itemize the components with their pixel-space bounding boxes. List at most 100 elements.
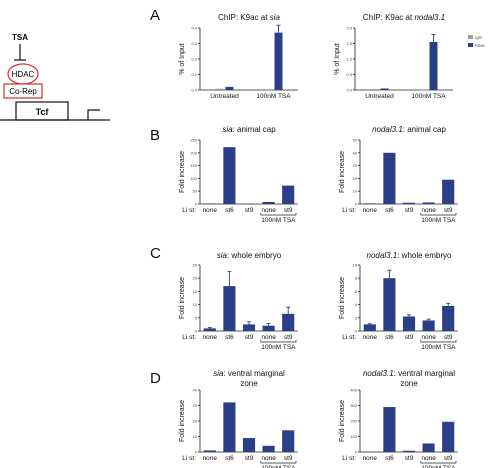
group-label: Untreated bbox=[210, 93, 239, 100]
bar-st9 bbox=[242, 324, 256, 331]
x-prefix-label: Li st: bbox=[342, 334, 356, 341]
category-label: st6 bbox=[225, 455, 234, 462]
tsa-bracket bbox=[260, 340, 297, 343]
category-label: st6 bbox=[385, 455, 394, 462]
category-label: st9 bbox=[444, 207, 453, 214]
bar-st6 bbox=[383, 278, 396, 331]
corep-box bbox=[3, 83, 43, 99]
bar-none bbox=[363, 203, 376, 204]
title-gene: nodal3.1 bbox=[367, 251, 398, 260]
tsa-bracket-label: 100nM TSA bbox=[261, 217, 296, 224]
category-label: st9 bbox=[245, 455, 254, 462]
title-prefix: ChIP: K9ac at bbox=[363, 13, 415, 22]
y-axis-label: Fold increase bbox=[179, 277, 186, 319]
bar-st9 bbox=[282, 185, 295, 204]
y-tick-label: 40 bbox=[353, 150, 358, 155]
y-tick-label: 15 bbox=[193, 289, 198, 294]
tsa-bracket bbox=[420, 213, 457, 216]
bar-st9 bbox=[442, 421, 455, 452]
y-tick-label: 50 bbox=[353, 138, 358, 143]
y-axis-label: Fold increase bbox=[179, 400, 186, 442]
chart-title: sia: whole embryo bbox=[217, 251, 282, 260]
title-gene: nodal3.1 bbox=[414, 13, 445, 22]
title-suffix: : ventral marginal bbox=[394, 369, 456, 378]
bar-none bbox=[422, 320, 435, 331]
y-tick-label: 0.0 bbox=[346, 88, 352, 93]
x-prefix-label: Li st: bbox=[182, 334, 196, 341]
bar-st9 bbox=[282, 430, 295, 452]
y-tick-label: 20 bbox=[193, 276, 198, 281]
bar-none bbox=[262, 325, 275, 331]
y-tick-label: 10 bbox=[193, 302, 198, 307]
category-label: st9 bbox=[284, 455, 293, 462]
tsa-bracket-label: 100nM TSA bbox=[421, 217, 456, 224]
y-tick-label: 30 bbox=[353, 163, 358, 168]
group-label: 100nM TSA bbox=[411, 93, 446, 100]
category-label: st9 bbox=[284, 334, 293, 341]
tsa-bracket bbox=[260, 461, 297, 464]
y-tick-label: 20 bbox=[353, 176, 358, 181]
tsa-bracket-label: 100nM TSA bbox=[261, 344, 296, 351]
title-gene: sia bbox=[217, 251, 228, 260]
chart-3: nodal3.1: animal cap 0 10 20 30 40 50 Fold incr… bbox=[339, 125, 458, 224]
chart-1: ChIP: K9ac at nodal3.1 0.0 0.5 1.0 1.5 2.0 % o… bbox=[334, 13, 453, 100]
category-label: st9 bbox=[245, 207, 254, 214]
y-tick-label: 0 bbox=[355, 202, 358, 207]
bar-none bbox=[262, 201, 275, 204]
panel-letter-a: A bbox=[150, 7, 160, 24]
title-gene: sia bbox=[213, 369, 224, 378]
chart-title: nodal3.1: whole embryo bbox=[367, 251, 453, 260]
title-suffix: : whole embryo bbox=[227, 251, 282, 260]
chart-title: nodal3.1: animal cap bbox=[372, 125, 446, 134]
y-tick-label: 30 bbox=[193, 403, 198, 408]
category-label: none bbox=[363, 455, 378, 462]
bar-none bbox=[262, 445, 275, 452]
bar-none bbox=[203, 203, 216, 204]
bar-st6 bbox=[383, 407, 396, 452]
y-tick-label: 10 bbox=[353, 189, 358, 194]
y-tick-label: 4 bbox=[355, 302, 358, 307]
panel-letter-d: D bbox=[150, 370, 161, 387]
chart-title: ChIP: K9ac at nodal3.1 bbox=[363, 13, 445, 22]
category-label: st9 bbox=[405, 455, 414, 462]
category-label: none bbox=[421, 334, 436, 341]
y-axis-label: % of Input bbox=[334, 43, 341, 75]
bar-none bbox=[203, 450, 216, 452]
category-label: st6 bbox=[385, 207, 394, 214]
tsa-bracket-label: 100nM TSA bbox=[261, 465, 296, 468]
chart-title-line2: zone bbox=[400, 379, 418, 388]
legend-swatch-igg bbox=[468, 35, 473, 39]
y-tick-label: 0.4 bbox=[191, 26, 197, 31]
title-prefix: ChIP: K9ac at bbox=[218, 13, 270, 22]
bar-st9 bbox=[282, 313, 295, 331]
y-tick-label: 10 bbox=[353, 263, 358, 268]
category-label: st9 bbox=[245, 334, 254, 341]
tsa-bracket-label: 100nM TSA bbox=[421, 344, 456, 351]
bar-st6 bbox=[383, 152, 396, 204]
y-tick-label: 200 bbox=[190, 150, 197, 155]
y-tick-label: 50 bbox=[193, 189, 198, 194]
chart-title: sia: animal cap bbox=[222, 125, 276, 134]
y-tick-label: 0.5 bbox=[346, 72, 352, 77]
corep-label: Co-Rep bbox=[9, 87, 37, 96]
panel-letter-c: C bbox=[150, 245, 161, 262]
y-tick-label: 100 bbox=[190, 176, 197, 181]
regulation-diagram: TSA HDAC Co-Rep Tcf bbox=[0, 33, 110, 121]
category-label: st6 bbox=[225, 207, 234, 214]
bar-k9ac bbox=[225, 86, 234, 90]
y-tick-label: 2 bbox=[355, 315, 358, 320]
bar-igg bbox=[264, 89, 273, 91]
legend-label-k9ac: K9ac bbox=[475, 43, 486, 48]
category-label: st9 bbox=[405, 334, 414, 341]
bar-igg bbox=[215, 88, 224, 90]
category-label: none bbox=[261, 207, 276, 214]
category-label: none bbox=[261, 455, 276, 462]
y-axis-label: % of Input bbox=[179, 43, 186, 75]
y-tick-label: 5 bbox=[195, 315, 198, 320]
y-tick-label: 300 bbox=[350, 403, 357, 408]
hdac-label: HDAC bbox=[12, 70, 35, 79]
charts: ChIP: K9ac at sia 0.0 0.1 0.2 0.3 0.4 % of Inp… bbox=[179, 13, 458, 468]
bar-st9 bbox=[442, 179, 455, 204]
title-suffix: : animal cap bbox=[403, 125, 447, 134]
chart-title: ChIP: K9ac at sia bbox=[218, 13, 280, 22]
